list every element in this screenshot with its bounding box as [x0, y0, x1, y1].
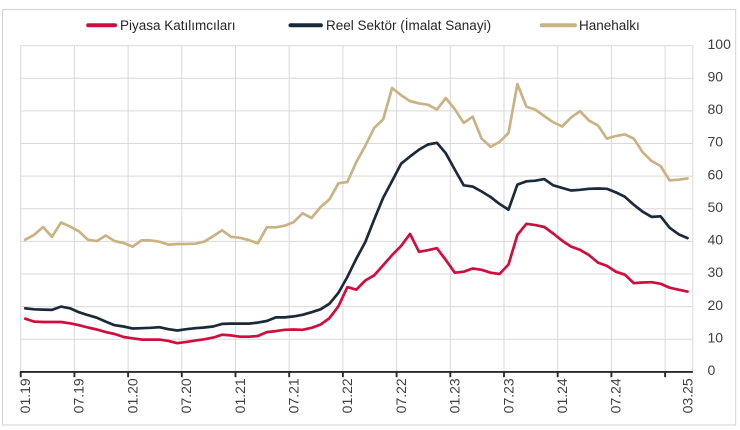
svg-text:100: 100 — [708, 36, 732, 52]
svg-text:03.25: 03.25 — [679, 378, 695, 413]
svg-text:Reel Sektör (İmalat Sanayi): Reel Sektör (İmalat Sanayi) — [326, 18, 491, 33]
svg-text:10: 10 — [708, 330, 724, 346]
svg-text:07.23: 07.23 — [500, 378, 516, 413]
svg-text:01.24: 01.24 — [554, 378, 570, 413]
svg-text:40: 40 — [708, 232, 724, 248]
svg-text:07.20: 07.20 — [178, 378, 194, 413]
svg-text:20: 20 — [708, 297, 724, 313]
svg-text:01.19: 01.19 — [17, 378, 33, 413]
svg-text:60: 60 — [708, 166, 724, 182]
svg-text:80: 80 — [708, 101, 724, 117]
svg-text:70: 70 — [708, 134, 724, 150]
svg-text:01.21: 01.21 — [232, 378, 248, 413]
svg-text:07.24: 07.24 — [608, 378, 624, 413]
svg-text:0: 0 — [708, 362, 716, 378]
svg-text:07.22: 07.22 — [393, 378, 409, 413]
svg-text:01.22: 01.22 — [339, 378, 355, 413]
svg-text:01.20: 01.20 — [124, 378, 140, 413]
svg-text:Piyasa Katılımcıları: Piyasa Katılımcıları — [120, 18, 236, 33]
svg-text:Hanehalkı: Hanehalkı — [579, 18, 640, 33]
svg-text:50: 50 — [708, 199, 724, 215]
svg-text:07.19: 07.19 — [71, 378, 87, 413]
svg-text:90: 90 — [708, 68, 724, 84]
svg-text:30: 30 — [708, 264, 724, 280]
svg-text:07.21: 07.21 — [286, 378, 302, 413]
svg-text:01.23: 01.23 — [447, 378, 463, 413]
